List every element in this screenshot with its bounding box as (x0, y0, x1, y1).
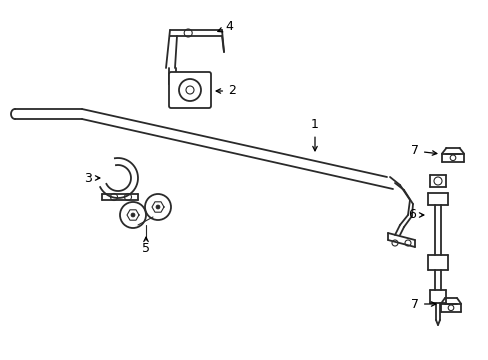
Circle shape (156, 205, 160, 209)
FancyBboxPatch shape (169, 72, 210, 108)
Text: 1: 1 (310, 118, 318, 151)
Text: 2: 2 (216, 85, 235, 98)
Circle shape (131, 213, 135, 217)
Text: 5: 5 (142, 242, 150, 255)
Text: 7: 7 (410, 297, 435, 310)
Text: 3: 3 (84, 171, 100, 184)
Text: 6: 6 (407, 208, 423, 221)
Text: 4: 4 (218, 21, 232, 33)
Text: 7: 7 (410, 144, 436, 158)
